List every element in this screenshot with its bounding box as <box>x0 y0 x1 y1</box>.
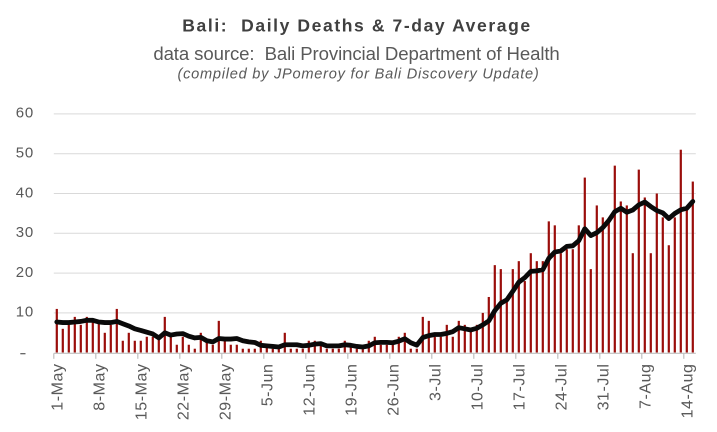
svg-text:14-Aug: 14-Aug <box>680 364 697 419</box>
svg-text:8-May: 8-May <box>92 364 109 411</box>
svg-text:19-Jun: 19-Jun <box>344 364 361 416</box>
svg-text:17-Jul: 17-Jul <box>512 364 529 411</box>
svg-text:12-Jun: 12-Jun <box>302 364 319 416</box>
svg-text:29-May: 29-May <box>218 364 235 421</box>
svg-text:15-May: 15-May <box>134 364 151 421</box>
svg-text:1-May: 1-May <box>50 364 67 411</box>
svg-text:Bali: Daily Deaths & 7-day Av: Bali: Daily Deaths & 7-day Average <box>182 16 531 36</box>
svg-text:3-Jul: 3-Jul <box>428 364 445 401</box>
svg-text:26-Jun: 26-Jun <box>386 364 403 416</box>
svg-text:20: 20 <box>16 264 34 281</box>
svg-text:60: 60 <box>16 105 34 122</box>
svg-text:40: 40 <box>16 184 34 201</box>
svg-text:31-Jul: 31-Jul <box>596 364 613 411</box>
svg-text:5-Jun: 5-Jun <box>260 364 277 407</box>
svg-text:(compiled by JPomeroy for Bali: (compiled by JPomeroy for Bali Discovery… <box>177 67 539 83</box>
svg-text:10-Jul: 10-Jul <box>470 363 487 410</box>
svg-text:7-Aug: 7-Aug <box>638 364 655 409</box>
svg-text:24-Jul: 24-Jul <box>554 364 571 411</box>
svg-text:data source: Bali Provincial: data source: Bali Provincial Department … <box>153 43 559 64</box>
svg-text:10: 10 <box>16 304 34 321</box>
svg-text:22-May: 22-May <box>176 364 193 421</box>
svg-text:50: 50 <box>16 145 34 162</box>
svg-text:30: 30 <box>16 224 34 241</box>
